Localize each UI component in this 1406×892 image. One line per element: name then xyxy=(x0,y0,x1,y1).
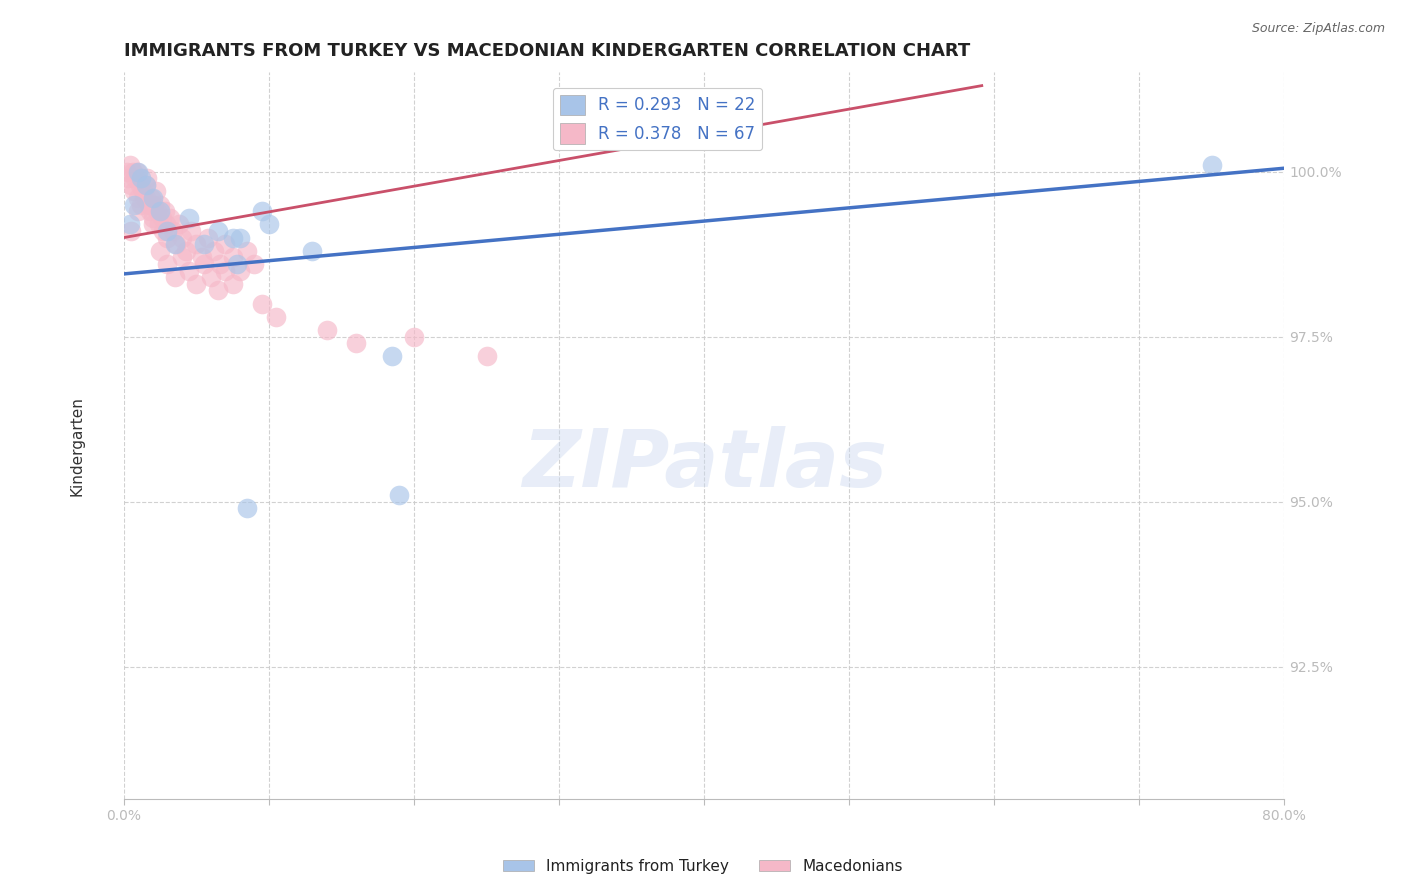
Point xyxy=(145,184,167,198)
Point xyxy=(388,488,411,502)
Point xyxy=(118,158,141,172)
Point xyxy=(179,263,201,277)
Point xyxy=(153,204,176,219)
Point xyxy=(152,224,174,238)
Point xyxy=(132,184,155,198)
Point xyxy=(118,218,141,232)
Point xyxy=(148,218,170,232)
Point xyxy=(197,230,219,244)
Point xyxy=(180,224,202,238)
Point xyxy=(208,257,231,271)
Point xyxy=(156,224,179,238)
Point xyxy=(243,257,266,271)
Point xyxy=(125,164,148,178)
Point xyxy=(128,178,150,192)
Point xyxy=(170,230,193,244)
Point xyxy=(186,277,208,291)
Point xyxy=(165,237,187,252)
Point xyxy=(193,237,215,252)
Point xyxy=(250,204,273,219)
Point xyxy=(207,224,229,238)
Point xyxy=(174,244,197,258)
Point xyxy=(170,251,193,265)
Text: ZIPatlas: ZIPatlas xyxy=(522,425,887,504)
Point xyxy=(117,171,139,186)
Point xyxy=(138,197,160,211)
Point xyxy=(179,211,201,225)
Point xyxy=(257,218,280,232)
Point xyxy=(149,204,172,219)
Point xyxy=(193,257,215,271)
Point xyxy=(142,218,165,232)
Point xyxy=(135,178,157,192)
Point xyxy=(156,257,179,271)
Point xyxy=(402,329,425,343)
Point xyxy=(120,178,142,192)
Point xyxy=(124,171,146,186)
Point xyxy=(202,244,225,258)
Point xyxy=(381,350,404,364)
Point xyxy=(141,191,163,205)
Point xyxy=(135,178,157,192)
Point xyxy=(159,211,181,225)
Point xyxy=(236,501,259,516)
Point xyxy=(146,204,169,219)
Text: Kindergarten: Kindergarten xyxy=(70,396,84,496)
Point xyxy=(163,237,186,252)
Point xyxy=(229,263,252,277)
Point xyxy=(121,164,143,178)
Point xyxy=(226,257,249,271)
Point xyxy=(162,224,184,238)
Point xyxy=(1201,158,1223,172)
Legend: Immigrants from Turkey, Macedonians: Immigrants from Turkey, Macedonians xyxy=(498,853,908,880)
Point xyxy=(301,244,323,258)
Point xyxy=(134,191,156,205)
Point xyxy=(142,191,165,205)
Point xyxy=(127,164,149,178)
Point xyxy=(129,197,152,211)
Point xyxy=(127,191,149,205)
Point xyxy=(135,191,157,205)
Point xyxy=(207,284,229,298)
Point xyxy=(236,244,259,258)
Point xyxy=(150,211,173,225)
Point xyxy=(229,230,252,244)
Point xyxy=(156,230,179,244)
Point xyxy=(136,171,159,186)
Point xyxy=(149,244,172,258)
Point xyxy=(316,323,339,337)
Point xyxy=(200,270,222,285)
Point xyxy=(143,197,166,211)
Point xyxy=(475,350,498,364)
Point xyxy=(250,296,273,310)
Point xyxy=(221,230,243,244)
Point xyxy=(122,197,145,211)
Point xyxy=(149,197,172,211)
Point xyxy=(167,218,190,232)
Point xyxy=(120,224,142,238)
Text: IMMIGRANTS FROM TURKEY VS MACEDONIAN KINDERGARTEN CORRELATION CHART: IMMIGRANTS FROM TURKEY VS MACEDONIAN KIN… xyxy=(124,42,970,60)
Point xyxy=(115,164,138,178)
Point xyxy=(163,270,186,285)
Point xyxy=(214,263,236,277)
Point xyxy=(129,171,152,186)
Point xyxy=(191,251,214,265)
Point xyxy=(155,218,177,232)
Point xyxy=(142,211,165,225)
Text: Source: ZipAtlas.com: Source: ZipAtlas.com xyxy=(1251,22,1385,36)
Point xyxy=(214,237,236,252)
Point xyxy=(221,251,243,265)
Point xyxy=(127,204,149,219)
Point xyxy=(139,204,162,219)
Legend: R = 0.293   N = 22, R = 0.378   N = 67: R = 0.293 N = 22, R = 0.378 N = 67 xyxy=(553,88,762,151)
Point xyxy=(122,184,145,198)
Point xyxy=(264,310,287,324)
Point xyxy=(221,277,243,291)
Point xyxy=(186,237,208,252)
Point xyxy=(344,336,367,351)
